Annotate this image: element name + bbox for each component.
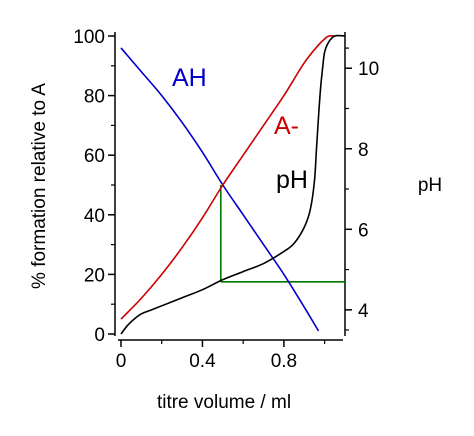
series-line-ph <box>120 34 346 335</box>
series-line-a <box>120 34 335 320</box>
axes <box>108 32 352 347</box>
plot-area <box>120 34 346 335</box>
x-tick-label: 0.4 <box>189 351 216 372</box>
y-axis-right-title: pH <box>418 175 442 196</box>
y-left-tick-label: 100 <box>73 27 105 48</box>
y-right-tick-label: 8 <box>358 140 369 161</box>
series-label-ah: AH <box>172 64 207 92</box>
series-label-ph: pH <box>276 166 308 194</box>
x-tick-label: 0.8 <box>271 351 297 372</box>
y-left-tick-label: 20 <box>84 265 105 286</box>
x-axis-title: titre volume / ml <box>157 392 291 413</box>
y-axis-left-title: % formation relative to A <box>29 83 50 289</box>
y-right-tick-label: 4 <box>358 301 369 322</box>
y-left-tick-label: 60 <box>84 146 105 167</box>
y-left-tick-label: 0 <box>94 325 105 346</box>
x-tick-label: 0 <box>116 351 127 372</box>
y-right-tick-label: 10 <box>358 59 379 80</box>
y-left-tick-label: 80 <box>84 87 105 108</box>
series-label-a: A- <box>274 112 299 140</box>
y-left-tick-label: 40 <box>84 206 105 227</box>
y-right-tick-label: 6 <box>358 220 369 241</box>
